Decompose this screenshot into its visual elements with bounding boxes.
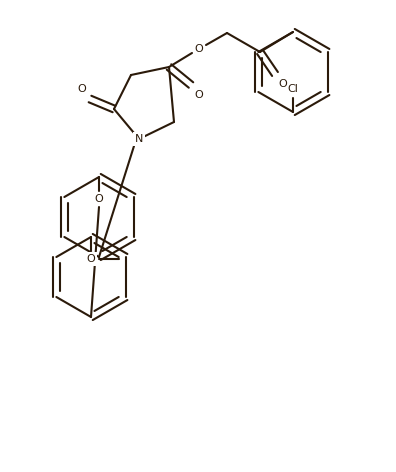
Text: O: O [278,79,287,89]
Text: N: N [135,134,143,144]
Text: O: O [95,194,103,204]
Text: O: O [87,254,95,264]
Text: O: O [194,44,204,54]
Text: O: O [194,90,203,100]
Text: O: O [77,84,86,94]
Text: Cl: Cl [287,84,299,94]
